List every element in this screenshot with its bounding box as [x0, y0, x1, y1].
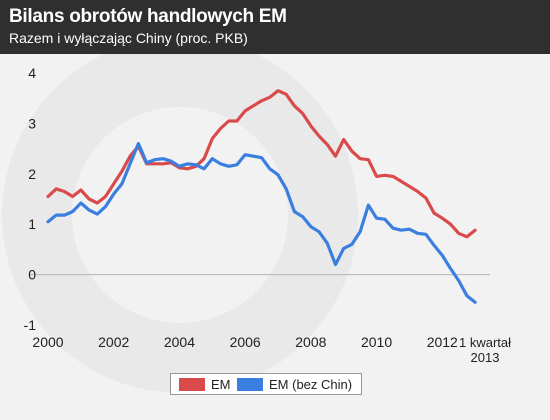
- legend-swatch-em-ex-china: [237, 378, 263, 391]
- legend-label-em-ex-china: EM (bez Chin): [269, 377, 353, 392]
- series-line-em: [46, 89, 477, 239]
- y-tick-label: 1: [28, 216, 36, 232]
- y-tick-label: 3: [28, 115, 36, 131]
- x-tick-label: 2012: [427, 334, 458, 350]
- chart-title: Bilans obrotów handlowych EM: [9, 6, 287, 27]
- y-tick-label: 0: [28, 267, 36, 283]
- y-tick-label: -1: [24, 317, 37, 333]
- watermark-ring: [72, 107, 288, 323]
- legend-label-em: EM: [211, 377, 231, 392]
- x-end-label: 1 kwartał: [459, 335, 511, 350]
- legend-swatch-em: [179, 378, 205, 391]
- y-tick-label: 4: [28, 65, 36, 81]
- x-tick-label: 2000: [32, 334, 63, 350]
- y-tick-label: 2: [28, 166, 36, 182]
- x-tick-label: 2004: [164, 334, 195, 350]
- chart-subtitle: Razem i wyłączając Chiny (proc. PKB): [9, 30, 248, 46]
- series-line-em-ex-china: [46, 142, 477, 304]
- legend-item-em-ex-china: EM (bez Chin): [237, 377, 352, 392]
- x-tick-label: 2008: [295, 334, 326, 350]
- legend-item-em: EM: [179, 377, 231, 392]
- x-end-label: 2013: [471, 350, 500, 365]
- chart-legend: EM EM (bez Chin): [170, 373, 362, 395]
- x-tick-label: 2010: [361, 334, 392, 350]
- chart-header: Bilans obrotów handlowych EM Razem i wył…: [0, 0, 550, 54]
- x-tick-label: 2006: [230, 334, 261, 350]
- x-tick-label: 2002: [98, 334, 129, 350]
